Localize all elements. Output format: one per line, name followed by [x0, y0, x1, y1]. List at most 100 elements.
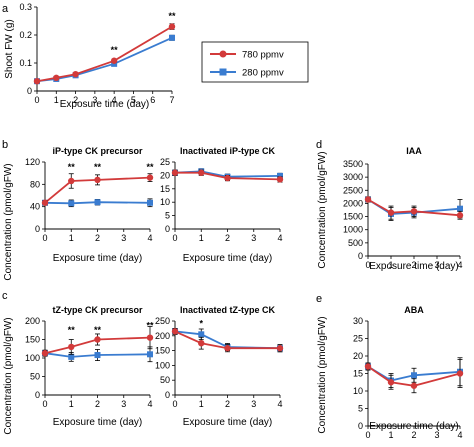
y-tick-label: 120 [25, 157, 40, 167]
y-tick-label: 20 [353, 351, 363, 361]
y-tick-label: 0.1 [19, 58, 32, 68]
data-point-780 [224, 345, 231, 352]
chart-d: 0 500 1000 1500 2000 2500 3000 3500 0 1 2 3 4Exposur… [343, 146, 464, 272]
significance-mark: * [199, 318, 203, 328]
data-point-780 [364, 363, 372, 370]
x-tick-label: 0 [365, 430, 370, 440]
legend-marker-780 [219, 50, 227, 58]
data-point-280 [411, 372, 417, 379]
significance-mark: ** [68, 162, 76, 172]
significance-mark: ** [68, 325, 76, 335]
data-point-780 [68, 177, 75, 185]
y-tick-label: 1500 [343, 212, 363, 222]
x-tick-label: 2 [225, 399, 230, 409]
x-tick-label: 6 [150, 95, 155, 105]
y-tick-label: 100 [155, 360, 170, 370]
y-tick-label: 80 [30, 179, 40, 189]
panel-title: tZ-type CK precursor [52, 305, 143, 315]
panel-title: ABA [404, 305, 424, 315]
data-point-780 [72, 71, 79, 78]
x-axis-label: Exposure time (day) [183, 417, 272, 428]
data-point-780 [33, 78, 41, 85]
data-point-780 [94, 336, 101, 343]
y-tick-label: 20 [160, 170, 170, 180]
y-tick-label: 25 [353, 334, 363, 344]
y-tick-label: 0 [165, 390, 170, 400]
chart-b2: 0 5 10 15 20 25 0 1 2 3 4 Exposure time (day) Inacti… [160, 146, 284, 264]
y-tick-label: 10 [160, 197, 170, 207]
series-line-280 [44, 352, 151, 358]
y-tick-label: 15 [160, 184, 170, 194]
y-tick-label: 5 [165, 211, 170, 221]
x-axis-label: Exposure time (day) [53, 417, 142, 428]
series-line-780 [36, 25, 173, 83]
y-tick-label: 50 [30, 372, 40, 382]
x-tick-label: 4 [147, 399, 152, 409]
x-tick-label: 3 [92, 95, 97, 105]
series-line-280 [36, 36, 173, 83]
significance-mark: ** [94, 162, 102, 172]
series-line-780 [367, 365, 461, 387]
y-tick-label: 200 [155, 331, 170, 341]
y-tick-label: 150 [155, 346, 170, 356]
shared-ylabel-d: Concentration (pmol/gFW) [317, 151, 328, 268]
data-point-780 [146, 334, 154, 341]
legend-label-780: 780 ppmv [242, 50, 284, 61]
y-tick-label: 1000 [343, 225, 363, 235]
x-tick-label: 1 [199, 233, 204, 243]
x-tick-label: 0 [365, 260, 370, 270]
data-point-780 [410, 208, 418, 215]
y-tick-label: 15 [353, 369, 363, 379]
data-point-780 [198, 169, 205, 176]
x-tick-label: 1 [388, 260, 393, 270]
data-point-780 [110, 57, 118, 64]
y-tick-label: 500 [348, 238, 363, 248]
x-axis-label: Exposure time (day) [369, 421, 458, 432]
significance-mark: ** [111, 45, 119, 55]
x-tick-label: 1 [199, 399, 204, 409]
x-tick-label: 2 [73, 95, 78, 105]
data-point-780 [456, 212, 464, 219]
data-point-780 [224, 174, 231, 182]
series-line-780 [175, 171, 281, 181]
data-point-280 [147, 199, 153, 206]
panel-title: Inactivated tZ-type CK [180, 305, 276, 315]
data-point-780 [171, 328, 179, 335]
x-tick-label: 3 [121, 233, 126, 243]
data-point-780 [276, 345, 284, 352]
x-tick-label: 4 [147, 233, 152, 243]
y-axis-label: Shoot FW (g) [4, 19, 15, 78]
x-tick-label: 4 [277, 233, 282, 243]
x-tick-label: 3 [434, 260, 439, 270]
y-tick-label: 3000 [343, 172, 363, 182]
chart-b1: 0 40 80 120 0 1 2 3 4 Exposure time (day) iP-type … [25, 146, 154, 264]
data-point-280 [147, 351, 153, 358]
chart-c1: 0 50 100 150 200 0 1 2 3 4 Exposure time (day) tZ-t… [25, 305, 154, 428]
data-point-780 [168, 23, 176, 30]
shared-ylabel-b: Concentration (pmol/gFW) [3, 163, 14, 280]
y-tick-label: 25 [160, 157, 170, 167]
data-point-780 [146, 174, 154, 181]
panel-title: iP-type CK precursor [52, 146, 143, 156]
x-tick-label: 4 [457, 260, 462, 270]
data-point-280 [277, 172, 283, 179]
data-point-780 [68, 343, 75, 351]
data-point-780 [171, 169, 179, 176]
x-tick-label: 2 [95, 233, 100, 243]
series-line-780 [44, 176, 151, 204]
y-tick-label: 0 [35, 390, 40, 400]
data-point-780 [387, 379, 395, 386]
y-tick-label: 10 [353, 386, 363, 396]
x-axis-label: Exposure time (day) [183, 253, 272, 264]
y-tick-label: 30 [353, 316, 363, 326]
x-axis-label: Exposure time (day) [369, 261, 458, 272]
y-tick-label: 0 [165, 224, 170, 234]
data-point-280 [169, 34, 175, 41]
x-tick-label: 0 [172, 399, 177, 409]
x-tick-label: 0 [172, 233, 177, 243]
y-tick-label: 0 [35, 224, 40, 234]
legend-marker-280 [219, 68, 227, 76]
data-point-780 [276, 176, 284, 183]
y-tick-label: 150 [25, 335, 40, 345]
